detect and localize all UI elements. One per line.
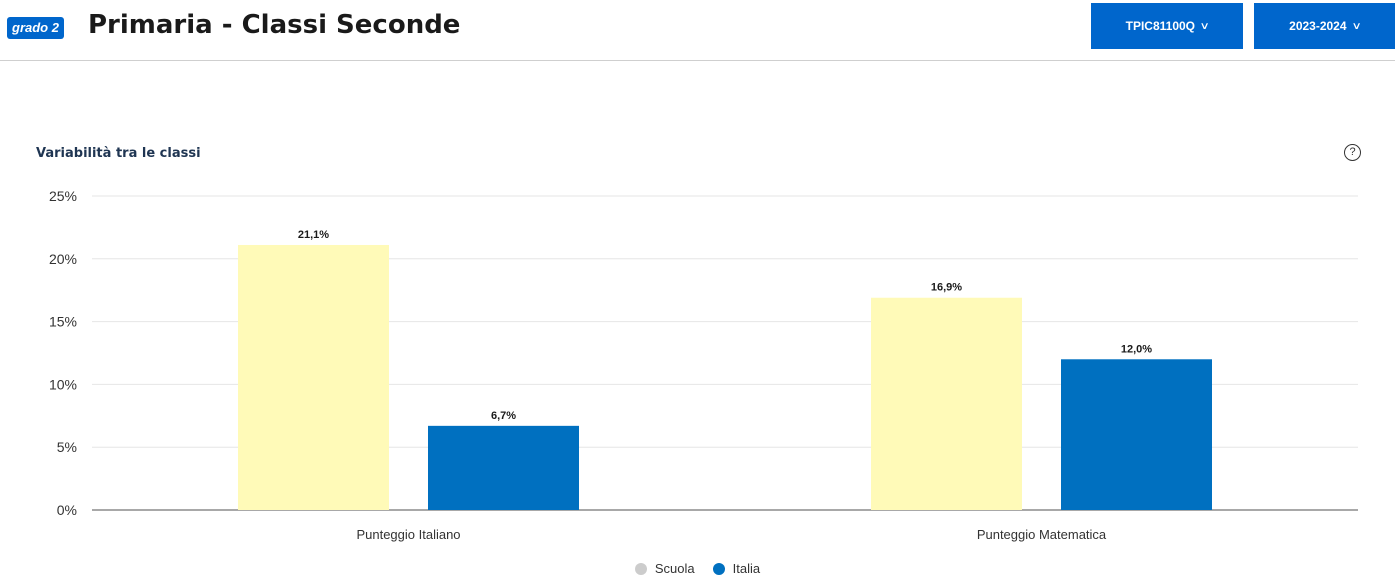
data-label: 6,7% <box>491 410 516 422</box>
year-selector-button[interactable]: 2023-2024 ∨ <box>1254 3 1395 49</box>
chevron-down-icon: ∨ <box>1199 20 1210 32</box>
chart-title: Variabilità tra le classi <box>36 146 201 161</box>
data-label: 16,9% <box>931 282 962 294</box>
legend-marker-italia <box>712 562 725 575</box>
year-selector-label: 2023-2024 <box>1289 19 1347 33</box>
bar <box>238 244 389 510</box>
legend-item-italia[interactable]: Italia <box>712 561 761 576</box>
bar <box>1061 359 1212 510</box>
chart-legend: Scuola Italia <box>0 561 1395 576</box>
help-icon[interactable]: ? <box>1344 144 1361 161</box>
y-tick-label: 20% <box>49 251 77 267</box>
legend-label-italia: Italia <box>732 561 761 576</box>
grade-badge: grado 2 <box>7 17 64 39</box>
school-selector-button[interactable]: TPIC81100Q ∨ <box>1091 3 1243 49</box>
y-tick-label: 15% <box>49 314 77 330</box>
bar <box>871 297 1022 510</box>
y-tick-label: 5% <box>57 439 77 455</box>
x-tick-label: Punteggio Matematica <box>977 527 1107 542</box>
y-tick-label: 25% <box>49 188 77 204</box>
y-tick-label: 10% <box>49 376 77 392</box>
legend-item-scuola[interactable]: Scuola <box>634 561 695 576</box>
bar <box>428 425 579 510</box>
page-title: Primaria - Classi Seconde <box>88 10 461 40</box>
legend-label-scuola: Scuola <box>654 561 695 576</box>
page-header: grado 2 Primaria - Classi Seconde TPIC81… <box>0 0 1395 61</box>
data-label: 21,1% <box>298 229 329 241</box>
y-tick-label: 0% <box>57 502 77 518</box>
bar-chart: 0% 5% 10% 15% 20% 25% 21,1% 6,7% Punteggio Itali… <box>49 188 1358 542</box>
x-tick-label: Punteggio Italiano <box>356 527 460 542</box>
chevron-down-icon: ∨ <box>1351 20 1362 32</box>
school-selector-label: TPIC81100Q <box>1125 19 1196 33</box>
legend-marker-scuola <box>634 562 647 575</box>
data-label: 12,0% <box>1121 343 1152 355</box>
